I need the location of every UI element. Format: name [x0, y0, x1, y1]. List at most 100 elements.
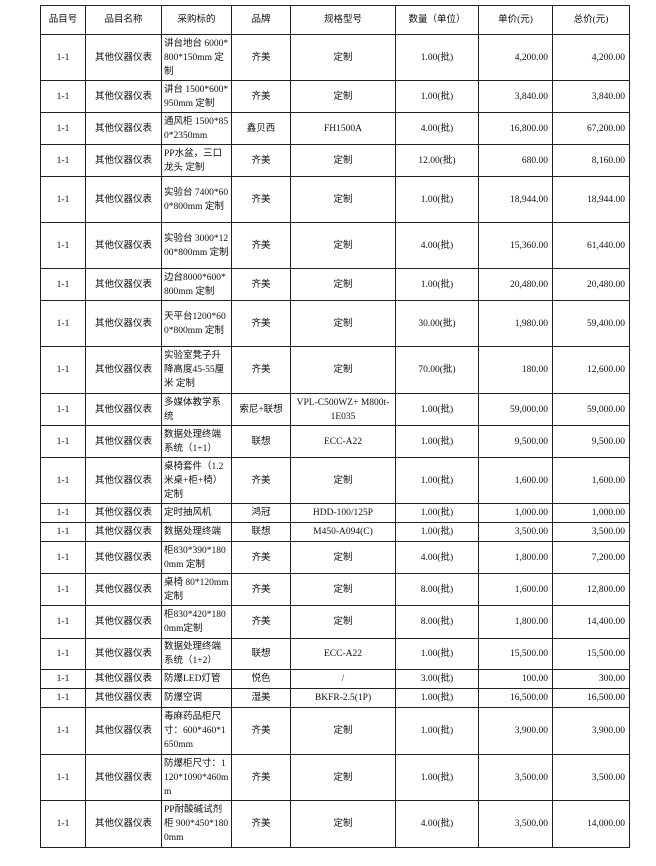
table-row: 1-1 其他仪器仪表 实验台 3000*1200*800mm 定制 齐美 定制 4.00(…	[40, 222, 630, 269]
cell-item-name: 其他仪器仪表	[85, 300, 162, 347]
cell-quantity: 4.00(批)	[395, 222, 479, 269]
cell-quantity: 1.00(批)	[395, 425, 479, 458]
cell-item-no: 1-1	[40, 754, 86, 801]
cell-item-no: 1-1	[40, 541, 86, 574]
table-row: 1-1 其他仪器仪表 数据处理终端系统（1+1） 联想 ECC-A22 1.00(批) 9,…	[40, 425, 630, 458]
cell-quantity: 4.00(批)	[395, 800, 479, 848]
cell-item-name: 其他仪器仪表	[85, 144, 162, 177]
header-item-no: 品目号	[40, 5, 86, 35]
cell-unit-price: 9,500.00	[478, 425, 553, 458]
header-total-price: 总价(元)	[552, 5, 630, 35]
cell-item-name: 其他仪器仪表	[85, 669, 162, 689]
cell-item-no: 1-1	[40, 346, 86, 394]
table-row: 1-1 其他仪器仪表 讲台地台 6000*800*150mm 定制 齐美 定制 1.00(…	[40, 34, 630, 81]
cell-item-name: 其他仪器仪表	[85, 503, 162, 523]
header-brand: 品牌	[231, 5, 291, 35]
cell-brand: 齐美	[231, 144, 291, 177]
procurement-table: 品目号 品目名称 采购标的 品牌 规格型号 数量（单位） 单价(元) 总价(元)…	[40, 5, 630, 848]
cell-quantity: 1.00(批)	[395, 688, 479, 708]
table-row: 1-1 其他仪器仪表 PP水盆，三口龙头 定制 齐美 定制 12.00(批) 680.00 8…	[40, 144, 630, 177]
cell-item-name: 其他仪器仪表	[85, 176, 162, 223]
table-row: 1-1 其他仪器仪表 多媒体教学系统 索尼+联想 VPL-C500WZ+ M800t-1…	[40, 393, 630, 426]
cell-quantity: 4.00(批)	[395, 541, 479, 574]
cell-brand: 联想	[231, 522, 291, 542]
cell-unit-price: 1,000.00	[478, 503, 553, 523]
table-row: 1-1 其他仪器仪表 通风柜 1500*850*2350mm 鑫贝西 FH1500A 4.…	[40, 112, 630, 145]
cell-total-price: 3,500.00	[552, 522, 630, 542]
cell-item-name: 其他仪器仪表	[85, 541, 162, 574]
cell-subject: 柜830*420*1800mm定制	[161, 605, 232, 639]
cell-brand: 齐美	[231, 541, 291, 574]
cell-subject: 讲台地台 6000*800*150mm 定制	[161, 34, 232, 81]
cell-total-price: 8,160.00	[552, 144, 630, 177]
cell-subject: 多媒体教学系统	[161, 393, 232, 426]
table-row: 1-1 其他仪器仪表 实验台 7400*600*800mm 定制 齐美 定制 1.00(批…	[40, 176, 630, 223]
cell-unit-price: 3,900.00	[478, 707, 553, 755]
cell-item-no: 1-1	[40, 707, 86, 755]
cell-quantity: 1.00(批)	[395, 268, 479, 301]
cell-item-no: 1-1	[40, 425, 86, 458]
table-row: 1-1 其他仪器仪表 数据处理终端系统（1+2） 联想 ECC-A22 1.00(批) 15…	[40, 638, 630, 670]
cell-subject: 防爆LED灯管	[161, 669, 232, 689]
cell-item-name: 其他仪器仪表	[85, 522, 162, 542]
cell-quantity: 4.00(批)	[395, 112, 479, 145]
cell-subject: 实验室凳子升降高度45-55厘米 定制	[161, 346, 232, 394]
cell-total-price: 12,800.00	[552, 573, 630, 606]
cell-quantity: 1.00(批)	[395, 34, 479, 81]
cell-subject: 柜830*390*1800mm 定制	[161, 541, 232, 574]
cell-total-price: 3,500.00	[552, 754, 630, 801]
cell-item-name: 其他仪器仪表	[85, 707, 162, 755]
cell-subject: 边台8000*600*800mm 定制	[161, 268, 232, 301]
cell-unit-price: 4,200.00	[478, 34, 553, 81]
cell-total-price: 59,400.00	[552, 300, 630, 347]
cell-item-name: 其他仪器仪表	[85, 573, 162, 606]
cell-subject: 防爆柜尺寸：1120*1090*460mm	[161, 754, 232, 801]
cell-item-no: 1-1	[40, 522, 86, 542]
cell-unit-price: 100.00	[478, 669, 553, 689]
cell-model: VPL-C500WZ+ M800t-1E035	[290, 393, 396, 426]
cell-total-price: 1,600.00	[552, 457, 630, 504]
cell-subject: 防爆空调	[161, 688, 232, 708]
cell-total-price: 59,000.00	[552, 393, 630, 426]
cell-subject: 数据处理终端	[161, 522, 232, 542]
cell-unit-price: 3,500.00	[478, 800, 553, 848]
cell-model: 定制	[290, 541, 396, 574]
header-item-name: 品目名称	[85, 5, 162, 35]
cell-brand: 鸿冠	[231, 503, 291, 523]
cell-total-price: 18,944.00	[552, 176, 630, 223]
cell-brand: 齐美	[231, 176, 291, 223]
cell-item-name: 其他仪器仪表	[85, 112, 162, 145]
cell-quantity: 1.00(批)	[395, 176, 479, 223]
cell-brand: 齐美	[231, 457, 291, 504]
cell-model: 定制	[290, 176, 396, 223]
cell-model: 定制	[290, 605, 396, 639]
cell-subject: 桌椅 80*120mm 定制	[161, 573, 232, 606]
cell-item-no: 1-1	[40, 688, 86, 708]
table-row: 1-1 其他仪器仪表 防爆LED灯管 悦色/3.00(批) 100.00 300.00	[40, 669, 630, 689]
cell-quantity: 1.00(批)	[395, 522, 479, 542]
cell-quantity: 1.00(批)	[395, 393, 479, 426]
cell-unit-price: 3,840.00	[478, 80, 553, 113]
cell-model: HDD-100/125P	[290, 503, 396, 523]
cell-subject: 数据处理终端系统（1+1）	[161, 425, 232, 458]
cell-item-no: 1-1	[40, 605, 86, 639]
cell-item-name: 其他仪器仪表	[85, 393, 162, 426]
cell-unit-price: 15,360.00	[478, 222, 553, 269]
cell-model: FH1500A	[290, 112, 396, 145]
cell-unit-price: 180.00	[478, 346, 553, 394]
cell-subject: 天平台1200*600*800mm 定制	[161, 300, 232, 347]
cell-brand: 联想	[231, 425, 291, 458]
cell-total-price: 14,400.00	[552, 605, 630, 639]
cell-brand: 齐美	[231, 222, 291, 269]
cell-brand: 齐美	[231, 754, 291, 801]
cell-item-name: 其他仪器仪表	[85, 346, 162, 394]
cell-model: 定制	[290, 754, 396, 801]
cell-total-price: 9,500.00	[552, 425, 630, 458]
cell-subject: PP耐酸碱试剂柜 900*450*1800mm	[161, 800, 232, 848]
table-row: 1-1 其他仪器仪表 数据处理终端 联想 M450-A094(C) 1.00(批) 3,50…	[40, 522, 630, 542]
cell-model: 定制	[290, 346, 396, 394]
cell-item-no: 1-1	[40, 573, 86, 606]
cell-item-name: 其他仪器仪表	[85, 80, 162, 113]
cell-total-price: 4,200.00	[552, 34, 630, 81]
cell-subject: 毒麻药品柜尺寸：600*460*1650mm	[161, 707, 232, 755]
